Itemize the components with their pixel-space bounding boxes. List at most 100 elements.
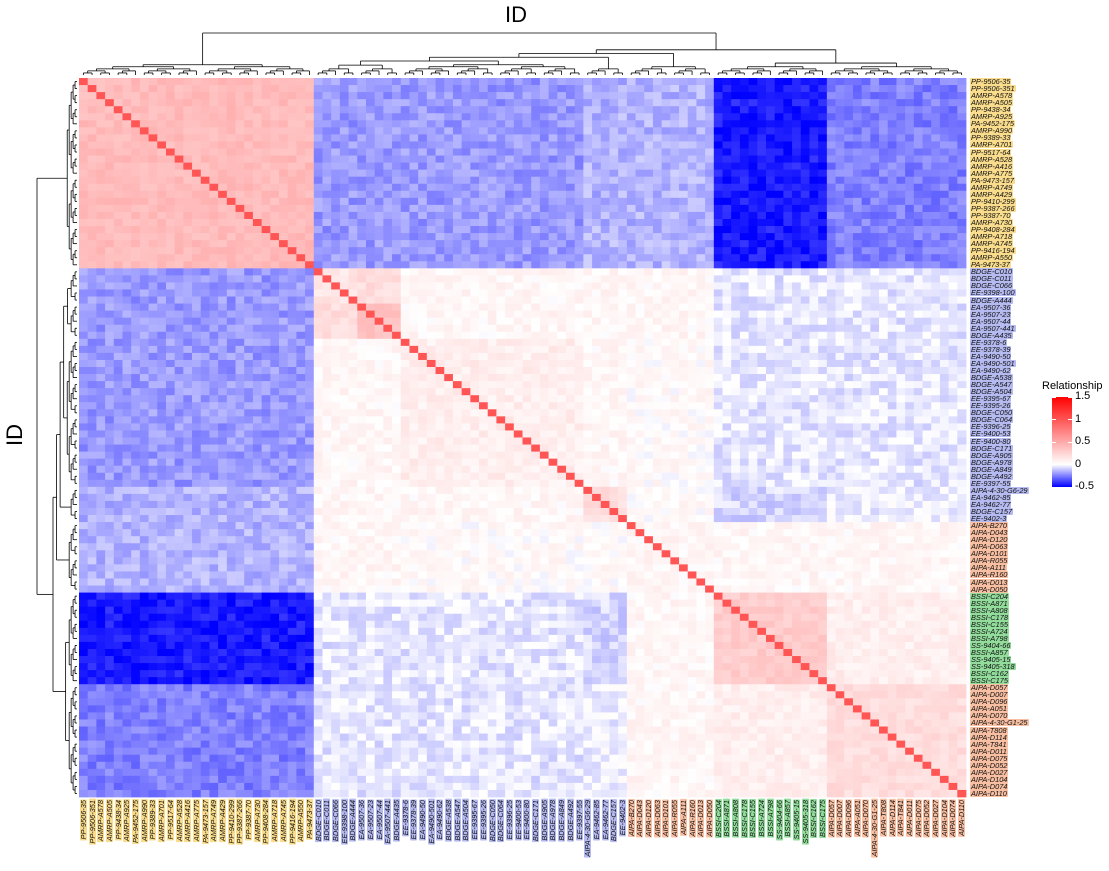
heatmap-cell — [487, 275, 497, 283]
heatmap-cell — [444, 120, 454, 128]
heatmap-cell — [365, 254, 376, 262]
heatmap-cell — [626, 183, 636, 192]
heatmap-cell — [687, 169, 697, 178]
heatmap-cell — [357, 395, 367, 403]
heatmap-cell — [305, 155, 315, 163]
heatmap-cell — [218, 120, 228, 128]
heatmap-cell — [818, 218, 828, 227]
heatmap-cell — [670, 176, 680, 185]
heatmap-cell — [565, 233, 576, 241]
heatmap-cell — [470, 141, 480, 149]
heatmap-cell — [365, 345, 376, 354]
heatmap-cell — [235, 275, 245, 283]
heatmap-cell — [305, 169, 315, 178]
heatmap-cell — [809, 416, 819, 424]
heatmap-cell — [600, 374, 610, 382]
heatmap-cell — [157, 367, 167, 375]
heatmap-cell — [757, 303, 767, 312]
heatmap-cell — [305, 247, 315, 255]
heatmap-cell — [879, 211, 889, 220]
heatmap-cell — [209, 148, 219, 156]
heatmap-cell — [809, 183, 819, 192]
heatmap-cell — [687, 275, 697, 283]
heatmap-cell — [296, 127, 306, 135]
heatmap-cell — [896, 155, 906, 163]
heatmap-cell — [922, 226, 932, 234]
heatmap-cell — [896, 141, 906, 149]
heatmap-cell — [652, 331, 663, 340]
heatmap-cell — [513, 134, 523, 142]
heatmap-cell — [765, 141, 776, 149]
heatmap-cell — [339, 352, 349, 361]
heatmap-cell — [139, 254, 149, 262]
heatmap-cell — [670, 331, 680, 340]
heatmap-cell — [139, 296, 149, 304]
heatmap-cell — [583, 120, 593, 128]
heatmap-cell — [687, 127, 697, 135]
heatmap-cell — [713, 183, 723, 192]
heatmap-cell — [696, 99, 706, 107]
heatmap-cell — [322, 218, 332, 227]
heatmap-cell — [826, 120, 836, 128]
heatmap-cell — [626, 141, 636, 149]
heatmap-cell — [313, 324, 323, 333]
heatmap-cell — [470, 162, 480, 171]
heatmap-cell — [461, 275, 471, 283]
heatmap-cell — [122, 127, 132, 135]
heatmap-cell — [165, 162, 176, 171]
heatmap-cell — [626, 324, 636, 333]
heatmap-cell — [505, 197, 515, 206]
heatmap-cell — [879, 106, 889, 114]
heatmap-cell — [287, 331, 297, 340]
heatmap-cell — [948, 254, 958, 262]
heatmap-cell — [548, 317, 558, 326]
heatmap-cell — [96, 282, 106, 290]
heatmap-cell — [739, 303, 749, 312]
heatmap-cell — [522, 155, 532, 163]
heatmap-cell — [113, 106, 123, 114]
heatmap-cell — [818, 303, 828, 312]
heatmap-cell — [809, 211, 819, 220]
heatmap-cell — [670, 190, 680, 199]
heatmap-cell — [357, 324, 367, 333]
heatmap-cell — [661, 395, 671, 403]
heatmap-cell — [652, 141, 663, 149]
heatmap-cell — [922, 190, 932, 199]
heatmap-cell — [409, 134, 419, 142]
heatmap-cell — [809, 374, 819, 382]
heatmap-cell — [870, 169, 880, 178]
heatmap-cell — [470, 282, 480, 290]
heatmap-cell — [931, 92, 941, 100]
heatmap-cell — [792, 345, 802, 354]
heatmap-cell — [583, 211, 593, 220]
heatmap-cell — [835, 204, 845, 213]
heatmap-cell — [305, 197, 315, 206]
heatmap-cell — [200, 331, 210, 340]
heatmap-cell — [818, 134, 828, 142]
heatmap-cell — [252, 282, 263, 290]
heatmap-cell — [287, 345, 297, 354]
heatmap-cell — [200, 78, 210, 86]
heatmap-cell — [626, 247, 636, 255]
heatmap-cell — [548, 296, 558, 304]
heatmap-cell — [157, 113, 167, 121]
heatmap-cell — [296, 359, 306, 368]
heatmap-cell — [826, 324, 836, 333]
heatmap-cell — [531, 197, 541, 206]
heatmap-cell — [252, 381, 263, 389]
heatmap-cell — [852, 402, 863, 410]
heatmap-cell — [331, 99, 341, 107]
heatmap-cell — [635, 127, 645, 135]
heatmap-cell — [235, 331, 245, 340]
heatmap-cell — [183, 233, 193, 241]
heatmap-cell — [131, 134, 141, 142]
heatmap-cell — [226, 92, 236, 100]
heatmap-cell — [296, 352, 306, 361]
heatmap-cell — [400, 388, 410, 396]
heatmap-cell — [844, 331, 854, 340]
heatmap-cell — [470, 183, 480, 192]
heatmap-cell — [635, 324, 645, 333]
heatmap-cell — [487, 78, 497, 86]
heatmap-cell — [592, 106, 602, 114]
heatmap-cell — [948, 176, 958, 185]
